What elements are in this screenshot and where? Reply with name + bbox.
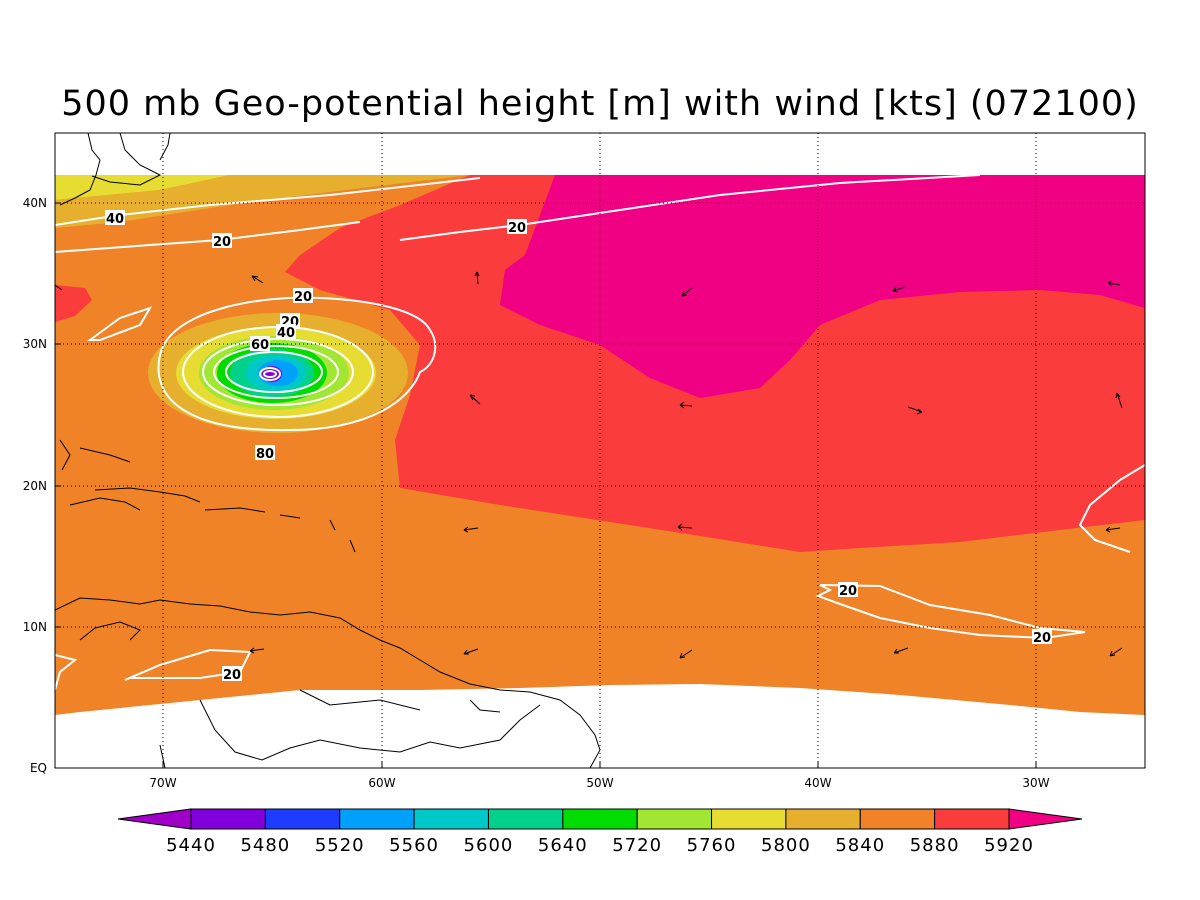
contour-label: 40 <box>105 210 125 227</box>
svg-text:20: 20 <box>223 668 241 683</box>
colorbar-segment <box>711 808 787 830</box>
colorbar-segment <box>264 808 341 830</box>
contour-label: 40 <box>276 324 296 341</box>
colorbar-label: 5800 <box>761 835 811 856</box>
contour-label: 20 <box>212 233 232 250</box>
colorbar: 5440 5480 5520 5560 5600 5640 5720 5760 5800 5840… <box>117 808 1083 856</box>
lon-tick-label: 40W <box>804 776 831 790</box>
colorbar-segment <box>190 808 266 830</box>
colorbar-label: 5560 <box>389 835 439 856</box>
svg-text:80: 80 <box>256 447 274 462</box>
colorbar-label: 5840 <box>835 835 885 856</box>
longitude-axis: 70W 60W 50W 40W 30W <box>149 776 1049 790</box>
colorbar-label: 5760 <box>687 835 737 856</box>
colorbar-segment <box>1008 808 1083 830</box>
colorbar-segment <box>636 808 713 830</box>
colorbar-label: 5520 <box>315 835 365 856</box>
height-fill-5840 <box>55 175 470 228</box>
contour-label: 20 <box>838 582 858 599</box>
contour-label: 60 <box>250 336 270 353</box>
coastlines <box>55 133 601 768</box>
colorbar-label: 5720 <box>612 835 662 856</box>
svg-text:60: 60 <box>251 338 269 353</box>
svg-text:20: 20 <box>1033 631 1051 646</box>
height-fill-5920-west <box>55 285 92 322</box>
colorbar-segment <box>339 808 415 830</box>
lat-tick-label: 30N <box>23 337 47 351</box>
lat-tick-label: EQ <box>30 761 47 775</box>
lon-tick-label: 60W <box>368 776 395 790</box>
colorbar-segment <box>117 808 192 830</box>
contour-label: 20 <box>293 288 313 305</box>
lon-tick-label: 50W <box>586 776 613 790</box>
svg-text:40: 40 <box>277 326 295 341</box>
contour-label: 20 <box>507 219 527 236</box>
svg-text:20: 20 <box>839 584 857 599</box>
colorbar-label: 5880 <box>910 835 960 856</box>
colorbar-segment <box>562 808 638 830</box>
lat-lon-grid <box>55 133 1145 768</box>
height-fill-5800 <box>55 175 230 200</box>
lat-tick-label: 10N <box>23 620 47 634</box>
lon-tick-label: 70W <box>149 776 176 790</box>
colorbar-label: 5440 <box>166 835 216 856</box>
colorbar-label: 5640 <box>538 835 588 856</box>
axis-ticks <box>55 202 1037 769</box>
colorbar-segment <box>934 808 1010 830</box>
lon-tick-label: 30W <box>1022 776 1049 790</box>
svg-text:20: 20 <box>294 290 312 305</box>
colorbar-segment <box>487 808 564 830</box>
contour-label: 20 <box>1032 629 1052 646</box>
contour-label: 80 <box>255 445 275 462</box>
colorbar-segment <box>785 808 861 830</box>
svg-text:20: 20 <box>508 221 526 236</box>
contour-label: 20 <box>222 666 242 683</box>
map-title: 500 mb Geo-potential height [m] with win… <box>61 84 1139 124</box>
svg-text:20: 20 <box>213 235 231 250</box>
lat-tick-label: 40N <box>23 196 47 210</box>
colorbar-label: 5480 <box>240 835 290 856</box>
colorbar-label: 5600 <box>464 835 514 856</box>
svg-text:40: 40 <box>106 212 124 227</box>
latitude-axis: EQ 10N 20N 30N 40N <box>23 196 47 775</box>
colorbar-segment <box>413 808 489 830</box>
height-fill-5960-magenta <box>500 175 1145 398</box>
colorbar-label: 5920 <box>984 835 1034 856</box>
wind-vectors <box>55 271 1123 659</box>
colorbar-segment <box>859 808 936 830</box>
lat-tick-label: 20N <box>23 479 47 493</box>
